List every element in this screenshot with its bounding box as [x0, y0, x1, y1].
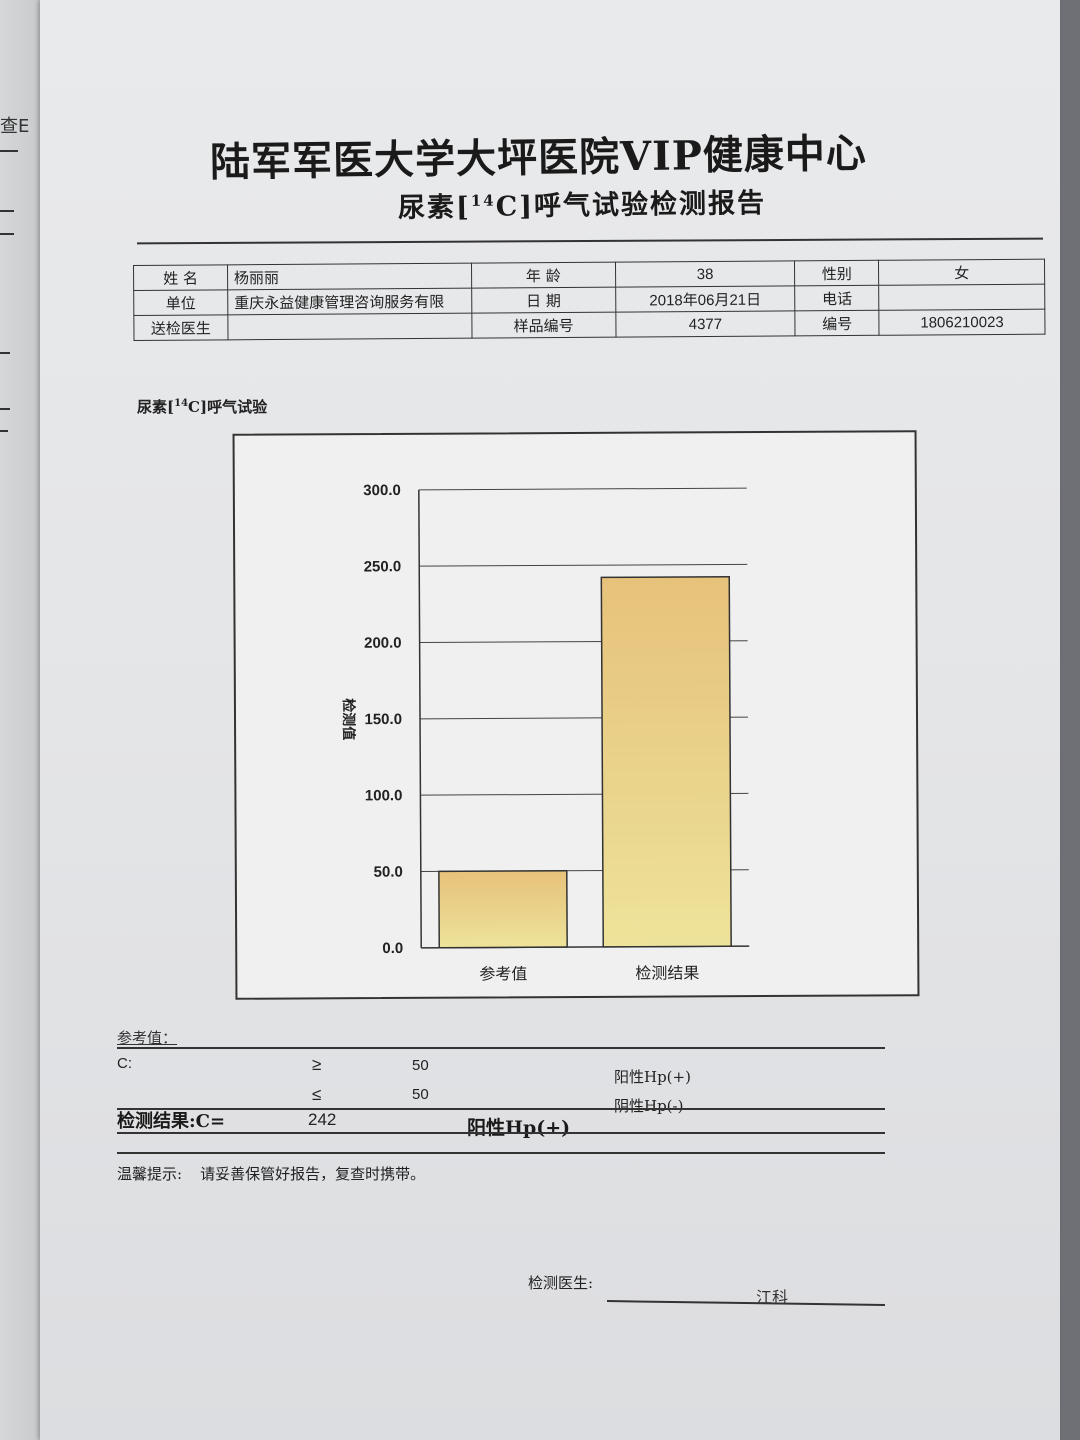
patient-info-table: 姓 名 杨丽丽 年 龄 38 性别 女 单位 重庆永益健康管理咨询服务有限 日 … — [133, 259, 1046, 341]
bar — [600, 575, 732, 948]
x-category-label: 参考值 — [479, 964, 527, 983]
subtitle-part: 尿素[ — [397, 191, 472, 224]
reference-heading: 参考值： — [117, 1029, 178, 1047]
y-axis-label: 检测值 — [340, 698, 357, 740]
patient-unit: 重庆永益健康管理咨询服务有限 — [227, 288, 472, 315]
bar-chart: 0.0 50.0 100.0 150.0 200.0 250.0 300.0 参考值 检测结果 检… — [340, 482, 750, 984]
underlying-page-text: 查E — [0, 116, 30, 137]
serial-number: 1806210023 — [879, 309, 1046, 336]
chart-label-superscript: 14 — [174, 398, 189, 409]
background-strip — [1060, 0, 1080, 1440]
subtitle-part: C]呼气试验检测报告 — [495, 187, 767, 223]
y-tick-label: 250.0 — [364, 558, 402, 575]
reference-result-2: 阴性Hp(-) — [614, 1097, 684, 1115]
reference-value-1: 50 — [412, 1057, 429, 1074]
gridline — [419, 563, 748, 567]
sample-number: 4377 — [615, 310, 796, 338]
unit-label: 单位 — [133, 289, 228, 316]
underlying-page-mark — [0, 352, 10, 354]
tip-label: 温馨提示: — [117, 1165, 183, 1183]
result-rule — [117, 1132, 885, 1134]
underlying-page-mark — [0, 210, 14, 212]
underlying-page-mark — [0, 430, 8, 432]
chart-label-part: 尿素[ — [137, 398, 175, 416]
result-value: 242 — [308, 1110, 337, 1129]
result-label: 检测结果:C= — [117, 1111, 226, 1132]
underlying-page-mark — [0, 408, 10, 410]
report-title: 陆军军医大学大坪医院VIP健康中心 — [209, 129, 868, 187]
report-date: 2018年06月21日 — [615, 285, 796, 313]
underlying-page-mark — [0, 150, 18, 152]
patient-age: 38 — [615, 260, 796, 288]
bar — [438, 869, 568, 949]
reference-rule — [117, 1108, 885, 1110]
reference-c-label: C: — [117, 1055, 132, 1072]
y-tick-label: 150.0 — [364, 711, 402, 728]
gender-label: 性别 — [794, 260, 879, 286]
result-interpretation: 阳性Hp(+) — [467, 1117, 571, 1139]
chart-section-label: 尿素[14C]呼气试验 — [137, 396, 267, 417]
doctor-label: 送检医生 — [133, 314, 228, 341]
date-label: 日 期 — [471, 287, 616, 314]
subtitle-superscript: 14 — [470, 191, 496, 210]
phone-label: 电话 — [795, 285, 880, 311]
y-tick-label: 200.0 — [364, 635, 402, 652]
result-rule — [117, 1152, 885, 1154]
chart-label-part: C]呼气试验 — [188, 398, 268, 416]
serial-label: 编号 — [795, 310, 880, 336]
age-label: 年 龄 — [471, 262, 616, 289]
testing-doctor-label: 检测医生: — [528, 1274, 594, 1292]
warm-tip: 温馨提示: 请妥善保管好报告，复查时携带。 — [117, 1163, 425, 1184]
y-tick-label: 300.0 — [363, 482, 401, 499]
reference-rule — [117, 1047, 885, 1049]
referring-doctor — [227, 313, 472, 340]
y-axis — [418, 489, 422, 948]
patient-gender: 女 — [878, 259, 1045, 286]
x-category-label: 检测结果 — [635, 963, 699, 982]
reference-op-2: ≤ — [312, 1085, 322, 1104]
chart-frame: 0.0 50.0 100.0 150.0 200.0 250.0 300.0 参考值 检测结果 检… — [232, 430, 920, 1000]
patient-name: 杨丽丽 — [227, 263, 472, 290]
reference-value-2: 50 — [412, 1086, 429, 1103]
y-tick-label: 50.0 — [374, 864, 403, 881]
testing-doctor-name: 江科 — [756, 1288, 789, 1307]
underlying-page-mark — [0, 233, 14, 235]
tip-text: 请妥善保管好报告，复查时携带。 — [200, 1165, 426, 1183]
patient-phone — [878, 284, 1045, 311]
underlying-page-edge: 查E — [0, 0, 40, 1440]
y-tick-label: 100.0 — [365, 787, 403, 804]
name-label: 姓 名 — [133, 264, 228, 291]
reference-op-1: ≥ — [312, 1055, 322, 1074]
y-tick-label: 0.0 — [382, 940, 403, 957]
sample-label: 样品编号 — [471, 312, 616, 339]
gridline — [418, 487, 747, 491]
reference-result-1: 阳性Hp(+) — [614, 1068, 691, 1086]
report-subtitle: 尿素[14C]呼气试验检测报告 — [398, 180, 819, 225]
